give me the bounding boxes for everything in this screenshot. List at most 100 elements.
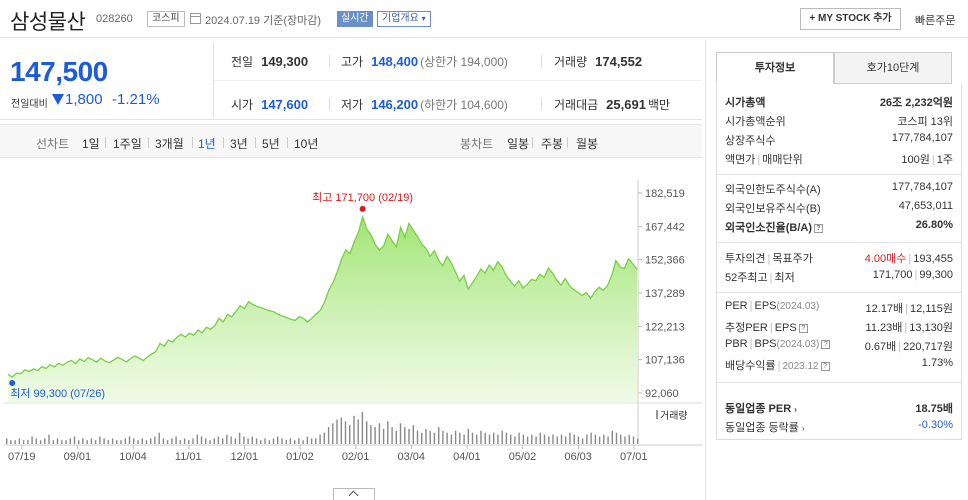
sector-per-label: 동일업종 PER [725, 403, 792, 415]
volume-bar [243, 436, 245, 444]
foreign-limit-value: 177,784,107 [891, 181, 953, 193]
market-cap-rank-label: 시가총액순위 [725, 116, 786, 128]
foreign-ratio-label: 외국인소진율(B/A) [725, 222, 812, 234]
tab-daily[interactable]: 일봉 [507, 137, 530, 151]
divider [567, 137, 568, 148]
tab-10y[interactable]: 10년 [294, 137, 319, 151]
y-tick-label: 182,519 [645, 188, 685, 200]
tab-orderbook[interactable]: 호가10단계 [834, 52, 952, 84]
prev-close: 전일 149,300 [231, 53, 308, 70]
volume-bar [518, 432, 520, 444]
volume-bar [319, 434, 321, 444]
tab-1y[interactable]: 1년 [198, 137, 216, 151]
foreign-ratio-row: 외국인소진율(B/A)? 26.80% [725, 219, 953, 237]
volume-bar [637, 438, 639, 444]
volume-bar [522, 434, 525, 444]
target-value: 193,455 [913, 253, 953, 265]
realtime-button[interactable]: 실시간 [337, 11, 373, 27]
volume-bar [408, 428, 410, 444]
x-tick-label: 06/03 [564, 451, 592, 463]
listed-shares-value: 177,784,107 [891, 132, 953, 144]
volume-bar [565, 436, 567, 444]
eps-label: EPS [754, 300, 777, 312]
volume-bar [162, 438, 165, 444]
volume-bar [387, 421, 389, 444]
volume-bar [94, 440, 97, 444]
volume-bar [327, 427, 330, 444]
help-icon[interactable]: ? [814, 224, 823, 233]
market-badge: 코스피 [147, 11, 185, 27]
volume-bar [332, 423, 334, 444]
foreign-ratio-value: 26.80% [915, 219, 953, 231]
volume-bar [357, 419, 359, 444]
volume-bar [471, 432, 474, 444]
amount-label: 거래대금 [554, 98, 599, 112]
volume-bar [65, 440, 67, 444]
volume-bar [349, 425, 351, 444]
period-tabs: 선차트 1일 1주일 3개월 1년 3년 5년 10년 봉차트 일봉 주봉 월봉 [0, 124, 702, 158]
help-icon[interactable]: ? [820, 362, 830, 371]
sector-per-row: 동일업종 PER › 18.75배 [725, 400, 953, 418]
tab-3y[interactable]: 3년 [230, 137, 248, 151]
low-annotation: 최저 99,300 (07/26) [10, 387, 105, 400]
volume-value: 174,552 [595, 54, 643, 69]
volume-bar [467, 428, 469, 444]
volume-bar [552, 434, 554, 444]
company-info-dropdown[interactable]: 기업개요 ▾ [377, 11, 431, 27]
tab-monthly[interactable]: 월봉 [576, 137, 599, 151]
x-tick-label: 05/02 [509, 451, 537, 463]
quick-order-link[interactable]: 빠른주문 [915, 15, 956, 27]
market-cap-row: 시가총액 26조 2,232억원 [725, 94, 953, 112]
foreign-held-row: 외국인보유주식수(B) 47,653,011 [725, 200, 953, 218]
volume-bar [548, 436, 550, 444]
volume-bar [264, 438, 266, 444]
volume-bar [141, 438, 143, 444]
tab-1w[interactable]: 1주일 [113, 137, 142, 151]
high-label: 고가 [341, 55, 364, 69]
volume: 거래량 174,552 [554, 53, 642, 70]
tab-weekly[interactable]: 주봉 [541, 137, 564, 151]
y-tick-label: 107,136 [645, 355, 685, 367]
help-icon[interactable]: ? [798, 324, 808, 333]
volume-bar [594, 434, 597, 444]
volume-bar [370, 425, 372, 444]
tab-1d[interactable]: 1일 [82, 137, 100, 151]
tab-investment-info[interactable]: 투자정보 [716, 52, 834, 84]
volume-bar [171, 438, 173, 444]
volume-bar [196, 434, 198, 444]
candle-chart-label: 봉차트 [460, 137, 494, 151]
collapse-chart-button[interactable] [333, 488, 375, 500]
est-per-value: 11.23배 [865, 322, 903, 334]
volume-bar [251, 436, 253, 444]
pbr-row: PBR | BPS(2024.03)? 0.67배 | 220,717원 [725, 338, 953, 353]
volume-bar [442, 430, 444, 444]
volume-bar [433, 432, 436, 444]
x-tick-label: 04/01 [453, 451, 481, 463]
amount-value: 25,691 [606, 97, 646, 112]
price-chart[interactable]: 182,519 167,442 152,366 137,289 122,213 107,1… [0, 160, 702, 500]
divider [541, 98, 542, 110]
opinion-label: 투자의견 [725, 253, 766, 265]
divider [717, 242, 961, 243]
bps-value: 220,717원 [903, 341, 953, 353]
volume-bar [340, 417, 342, 444]
help-icon[interactable]: ? [821, 340, 831, 349]
volume-bar [510, 434, 512, 444]
y-axis-labels: 182,519 167,442 152,366 137,289 122,213 107,1… [638, 188, 685, 400]
volume-bar [166, 440, 169, 444]
volume-bar [611, 430, 613, 444]
volume-bar [222, 438, 224, 444]
volume-bar [315, 438, 317, 444]
volume-bars [6, 412, 639, 444]
x-tick-label: 01/02 [286, 451, 314, 463]
w52-high-value: 171,700 [872, 269, 913, 281]
volume-bar [128, 436, 131, 444]
tab-3m[interactable]: 3개월 [155, 137, 184, 151]
volume-bar [90, 438, 93, 444]
volume-bar [31, 436, 33, 444]
x-axis-labels: 07/19 09/01 10/04 11/01 12/01 01/02 02/01 03/04… [8, 445, 648, 463]
divider [213, 42, 214, 118]
tab-5y[interactable]: 5년 [262, 137, 280, 151]
volume-bar [73, 436, 76, 444]
add-my-stock-button[interactable]: + MY STOCK 추가 [800, 8, 901, 30]
